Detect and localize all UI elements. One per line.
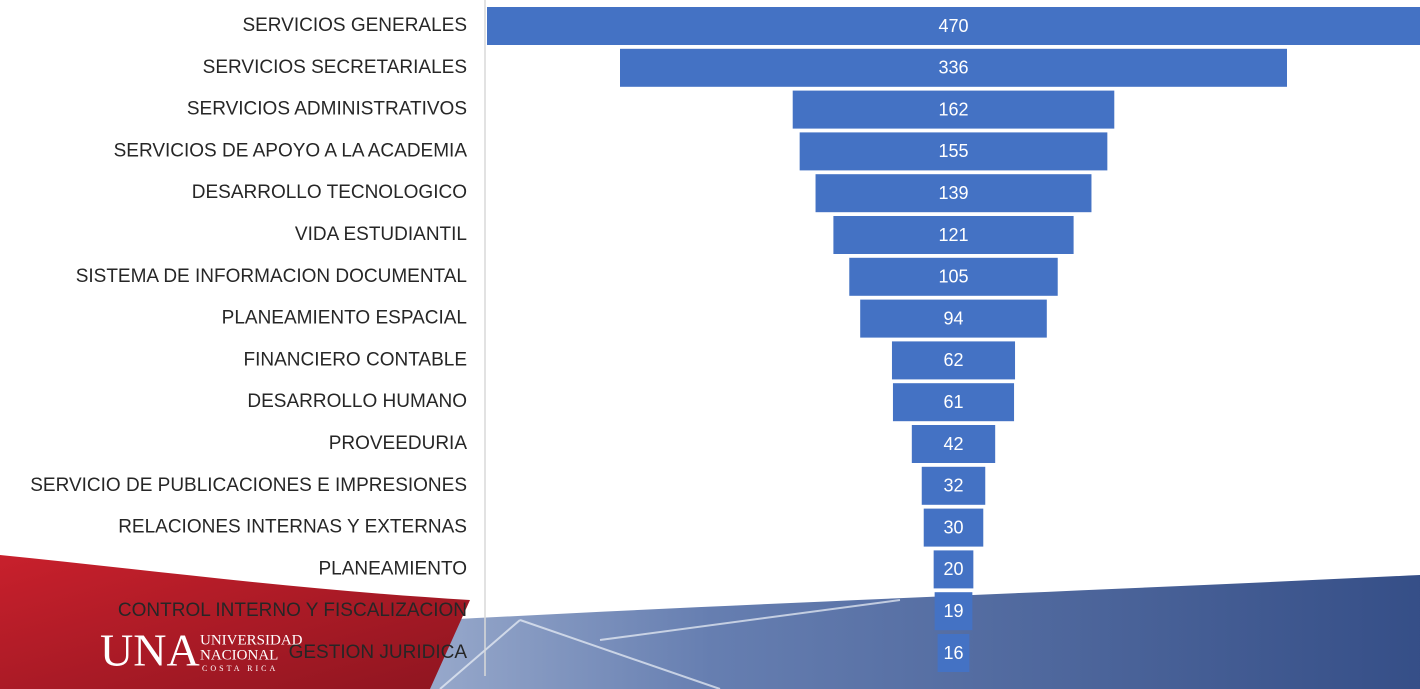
category-label: RELACIONES INTERNAS Y EXTERNAS — [118, 517, 467, 538]
bar — [921, 466, 986, 505]
category-label: PROVEEDURIA — [329, 433, 468, 454]
category-label: CONTROL INTERNO Y FISCALIZACION — [118, 600, 467, 621]
category-label: PLANEAMIENTO — [318, 558, 467, 579]
bar — [934, 592, 973, 631]
logo-line: COSTA RICA — [202, 664, 278, 673]
category-label: SERVICIO DE PUBLICACIONES E IMPRESIONES — [30, 475, 467, 496]
category-label: FINANCIERO CONTABLE — [244, 349, 467, 370]
value-label: 162 — [938, 99, 968, 119]
bar — [937, 634, 970, 672]
category-label: SERVICIOS SECRETARIALES — [203, 57, 467, 78]
value-label: 336 — [938, 58, 968, 78]
value-label: 61 — [943, 392, 963, 412]
value-label: 105 — [938, 267, 968, 287]
logo-acronym: UNA — [100, 625, 200, 676]
bar — [923, 508, 984, 547]
bar — [891, 341, 1016, 380]
background-lines — [439, 599, 901, 689]
value-label: 94 — [943, 308, 963, 328]
category-label: SERVICIOS ADMINISTRATIVOS — [187, 99, 467, 120]
value-label: 32 — [943, 476, 963, 496]
value-label: 470 — [938, 16, 968, 36]
category-label: SERVICIOS GENERALES — [242, 15, 467, 36]
bar — [911, 425, 996, 463]
background-swoosh — [0, 555, 470, 689]
value-label: 62 — [943, 350, 963, 370]
bar — [860, 299, 1047, 338]
bar — [833, 216, 1074, 254]
value-label: 16 — [943, 643, 963, 663]
bar — [799, 132, 1108, 171]
logo: UNA UNIVERSIDAD NACIONAL COSTA RICA — [100, 625, 303, 676]
logo-line: UNIVERSIDAD — [200, 632, 303, 648]
bar — [792, 90, 1115, 129]
value-label: 42 — [943, 434, 963, 454]
category-label: SISTEMA DE INFORMACION DOCUMENTAL — [76, 266, 467, 287]
value-label: 19 — [943, 601, 963, 621]
bar — [849, 257, 1058, 296]
category-label: DESARROLLO TECNOLOGICO — [192, 182, 467, 203]
category-label: DESARROLLO HUMANO — [247, 391, 467, 412]
value-label: 139 — [938, 183, 968, 203]
bar — [933, 550, 974, 589]
value-label: 121 — [938, 225, 968, 245]
logo-line: NACIONAL — [200, 647, 278, 663]
category-label: GESTION JURIDICA — [289, 642, 468, 663]
value-label: 155 — [938, 141, 968, 161]
category-label: VIDA ESTUDIANTIL — [295, 224, 467, 245]
value-label: 30 — [943, 517, 963, 537]
category-label: SERVICIOS DE APOYO A LA ACADEMIA — [114, 140, 468, 161]
bar — [892, 383, 1015, 422]
category-label: PLANEAMIENTO ESPACIAL — [222, 308, 467, 329]
value-label: 20 — [943, 559, 963, 579]
bar — [620, 48, 1287, 87]
bar — [487, 7, 1420, 45]
bar — [815, 174, 1092, 213]
